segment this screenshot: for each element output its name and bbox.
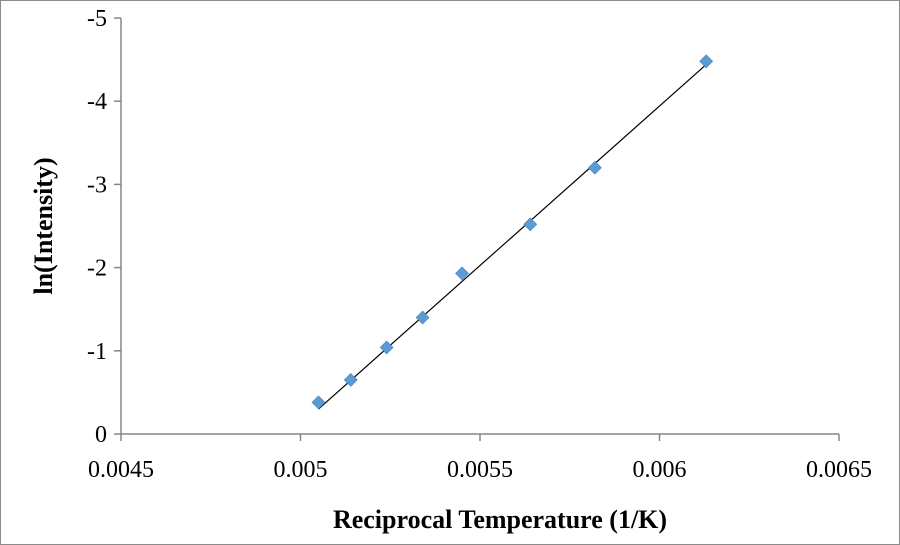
data-points [311,54,714,410]
data-point [699,54,714,69]
y-tick-label: -3 [87,172,107,198]
trendline-layer [318,64,707,410]
data-point [379,340,394,355]
trendline [318,64,707,410]
axes [120,18,839,435]
x-tick-label: 0.005 [274,457,328,483]
x-tick-label: 0.006 [633,457,687,483]
x-axis-title: Reciprocal Temperature (1/K) [333,505,667,534]
x-tick-label: 0.0065 [806,457,872,483]
data-point [311,395,326,410]
data-point [587,160,602,175]
data-point [415,310,430,325]
y-ticks: 0 -1 -2 -3 -4 -5 [87,6,121,448]
y-tick-label: -2 [87,256,107,282]
y-tick-label: 0 [95,422,107,448]
x-ticks: 0.0045 0.005 0.0055 0.006 0.0065 [88,434,872,483]
x-tick-label: 0.0045 [88,457,154,483]
y-tick-label: -5 [87,6,107,32]
y-axis-title: ln(Intensity) [29,157,58,294]
data-point [343,372,358,387]
y-tick-label: -4 [87,89,107,115]
data-point [523,217,538,232]
x-tick-label: 0.0055 [447,457,513,483]
data-point [455,266,469,281]
y-tick-label: -1 [87,339,107,365]
